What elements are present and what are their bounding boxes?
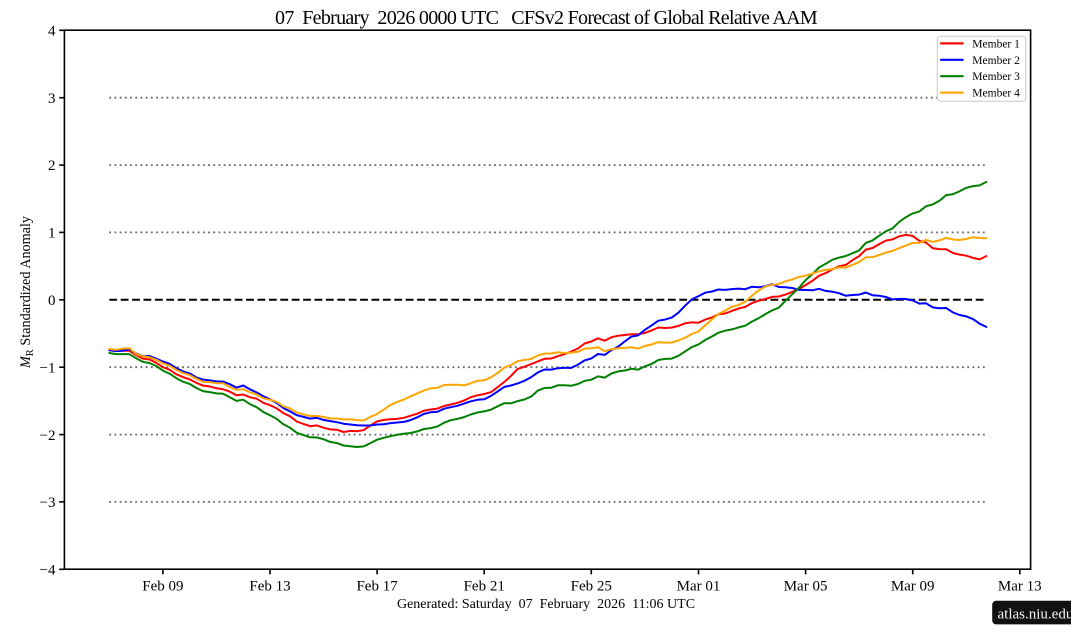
svg-text:Mar 09: Mar 09 (891, 579, 935, 595)
svg-text:Feb 09: Feb 09 (142, 579, 183, 595)
svg-text:0: 0 (48, 293, 56, 309)
svg-text:Mar 13: Mar 13 (998, 579, 1042, 595)
svg-text:−2: −2 (40, 428, 56, 444)
svg-text:Feb 21: Feb 21 (464, 579, 505, 595)
svg-text:Feb 17: Feb 17 (356, 579, 398, 595)
svg-text:1: 1 (48, 226, 56, 242)
svg-text:Member 3: Member 3 (972, 71, 1020, 83)
svg-text:Member 4: Member 4 (972, 88, 1020, 100)
svg-text:Generated: Saturday 07 Febru: Generated: Saturday 07 February 2026 11:… (397, 597, 695, 612)
svg-text:−4: −4 (40, 563, 56, 579)
svg-text:Member 2: Member 2 (972, 55, 1020, 67)
svg-text:−1: −1 (40, 360, 56, 376)
svg-text:Mar 05: Mar 05 (784, 579, 828, 595)
svg-text:Mar 01: Mar 01 (677, 579, 721, 595)
svg-text:2: 2 (48, 158, 56, 174)
svg-text:MR Standardized Anomaly: MR Standardized Anomaly (18, 215, 36, 369)
svg-text:Feb 13: Feb 13 (249, 579, 290, 595)
svg-text:Feb 25: Feb 25 (571, 579, 612, 595)
svg-text:07 February 2026 0000 UTC: 07 February 2026 0000 UTC CFSv2 Forecast… (275, 7, 818, 29)
svg-text:Member 1: Member 1 (972, 38, 1020, 50)
svg-text:atlas.niu.edu: atlas.niu.edu (998, 606, 1071, 622)
svg-text:4: 4 (48, 24, 56, 40)
svg-text:3: 3 (48, 91, 56, 107)
svg-text:−3: −3 (40, 495, 56, 511)
